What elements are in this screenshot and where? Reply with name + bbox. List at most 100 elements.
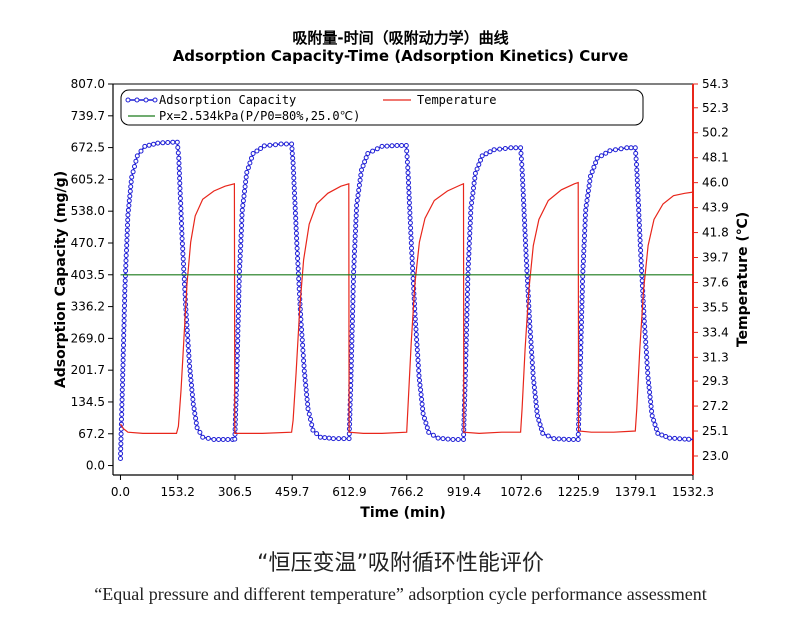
adsorption-capacity-point	[384, 143, 390, 149]
adsorption-capacity-point	[185, 338, 191, 343]
adsorption-capacity-point	[530, 375, 536, 381]
adsorption-capacity-point	[124, 242, 130, 248]
adsorption-capacity-point	[643, 349, 649, 355]
adsorption-capacity-point	[407, 205, 413, 211]
y-tick-label: 538.0	[71, 204, 105, 218]
adsorption-capacity-point	[415, 352, 421, 358]
adsorption-capacity-point	[633, 156, 639, 162]
adsorption-capacity-point	[635, 187, 641, 193]
adsorption-capacity-point	[470, 190, 476, 196]
adsorption-capacity-point	[290, 160, 296, 166]
y2-tick-label: 39.7	[702, 251, 729, 265]
adsorption-capacity-point	[523, 242, 529, 248]
adsorption-capacity-point	[583, 202, 589, 208]
adsorption-capacity-point	[607, 148, 613, 154]
adsorption-capacity-point	[362, 159, 368, 165]
adsorption-capacity-point	[527, 329, 533, 335]
adsorption-capacity-point	[243, 179, 249, 185]
adsorption-capacity-point	[254, 148, 260, 154]
adsorption-capacity-point	[461, 437, 466, 442]
adsorption-capacity-point	[293, 215, 299, 221]
adsorption-capacity-point	[244, 169, 250, 175]
adsorption-capacity-point	[314, 431, 320, 437]
adsorption-capacity-point	[636, 217, 642, 223]
adsorption-capacity-point	[415, 357, 421, 363]
adsorption-capacity-point	[187, 368, 193, 374]
adsorption-capacity-point	[450, 437, 456, 442]
adsorption-capacity-point	[128, 179, 134, 185]
adsorption-capacity-point	[415, 362, 421, 368]
adsorption-capacity-point	[466, 241, 472, 246]
adsorption-capacity-point	[463, 332, 469, 338]
adsorption-capacity-point	[124, 247, 129, 253]
adsorption-capacity-point	[527, 324, 533, 329]
adsorption-capacity-point	[186, 348, 192, 354]
adsorption-capacity-point	[519, 162, 525, 167]
y2-axis-label: Temperature (℃)	[735, 212, 751, 347]
adsorption-capacity-point	[186, 358, 192, 364]
adsorption-capacity-point	[261, 143, 267, 149]
adsorption-capacity-point	[193, 415, 199, 421]
adsorption-capacity-point	[379, 143, 385, 149]
adsorption-capacity-point	[185, 343, 191, 349]
adsorption-capacity-point	[582, 217, 588, 223]
adsorption-capacity-point	[530, 370, 536, 376]
adsorption-capacity-point	[471, 185, 476, 191]
x-tick-label: 0.0	[111, 485, 130, 499]
adsorption-capacity-point	[465, 276, 471, 282]
adsorption-capacity-point	[528, 334, 534, 340]
y2-tick-label: 23.0	[702, 449, 729, 463]
adsorption-capacity-point	[469, 195, 475, 201]
adsorption-capacity-point	[435, 435, 441, 441]
y-tick-label: 0.0	[86, 459, 105, 473]
adsorption-capacity-point	[326, 435, 332, 441]
adsorption-capacity-point	[353, 208, 359, 214]
adsorption-capacity-point	[119, 387, 125, 393]
adsorption-capacity-point	[121, 328, 127, 333]
legend-label-temperature: Temperature	[417, 93, 496, 107]
adsorption-capacity-point	[467, 230, 473, 236]
caption-english: “Equal pressure and different temperatur…	[94, 584, 707, 604]
adsorption-capacity-point	[461, 432, 467, 438]
adsorption-capacity-point	[575, 437, 581, 442]
adsorption-capacity-point	[613, 147, 618, 153]
adsorption-capacity-point	[356, 182, 362, 188]
adsorption-capacity-point	[237, 248, 243, 254]
adsorption-capacity-point	[133, 158, 139, 164]
adsorption-capacity-point	[304, 396, 310, 402]
adsorption-capacity-point	[483, 151, 489, 157]
adsorption-capacity-point	[535, 413, 540, 419]
adsorption-capacity-point	[216, 437, 222, 442]
adsorption-capacity-point	[235, 323, 241, 329]
adsorption-capacity-point	[298, 322, 304, 328]
adsorption-capacity-point	[408, 230, 414, 236]
adsorption-capacity-point	[348, 368, 354, 374]
adsorption-capacity-point	[659, 432, 665, 438]
adsorption-capacity-point	[176, 165, 182, 171]
adsorption-capacity-point	[463, 337, 469, 343]
adsorption-capacity-point	[235, 318, 241, 324]
adsorption-capacity-point	[580, 279, 585, 284]
adsorption-capacity-point	[237, 263, 243, 269]
adsorption-capacity-point	[464, 322, 470, 328]
adsorption-capacity-point	[119, 416, 124, 422]
adsorption-capacity-point	[524, 268, 530, 274]
adsorption-capacity-point	[409, 250, 415, 256]
adsorption-capacity-point	[121, 313, 127, 319]
adsorption-capacity-point	[405, 175, 411, 181]
adsorption-capacity-point	[399, 143, 405, 148]
adsorption-capacity-point	[354, 203, 360, 208]
adsorption-capacity-point	[646, 385, 652, 390]
adsorption-capacity-point	[588, 173, 593, 179]
adsorption-capacity-point	[123, 253, 129, 258]
adsorption-capacity-point	[635, 182, 640, 188]
adsorption-capacity-point	[618, 146, 624, 152]
adsorption-capacity-point	[127, 193, 133, 199]
adsorption-capacity-point	[649, 408, 655, 414]
adsorption-capacity-point	[469, 200, 475, 206]
adsorption-capacity-point	[409, 245, 414, 251]
adsorption-capacity-point	[581, 238, 587, 244]
adsorption-capacity-point	[524, 263, 530, 269]
adsorption-capacity-point	[330, 436, 336, 442]
adsorption-capacity-point	[464, 317, 470, 323]
